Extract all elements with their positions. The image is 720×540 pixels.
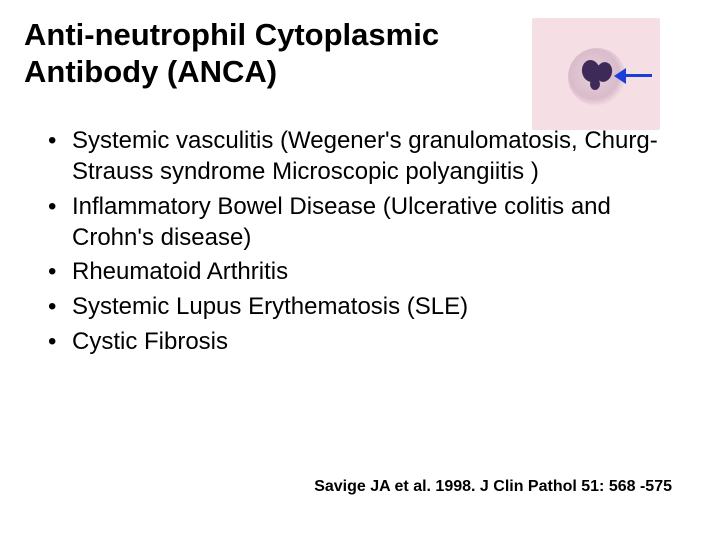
nucleus-lobe <box>590 78 600 90</box>
citation-text: Savige JA et al. 1998. J Clin Pathol 51:… <box>314 478 672 496</box>
neutrophil-image <box>532 18 660 130</box>
bullet-item: Inflammatory Bowel Disease (Ulcerative c… <box>48 192 686 253</box>
slide-title: Anti-neutrophil Cytoplasmic Antibody (AN… <box>24 16 454 90</box>
arrow-head-icon <box>614 68 626 84</box>
bullet-item: Systemic vasculitis (Wegener's granuloma… <box>48 126 686 187</box>
bullet-item: Cystic Fibrosis <box>48 327 686 358</box>
bullet-list: Systemic vasculitis (Wegener's granuloma… <box>24 126 696 357</box>
slide: Anti-neutrophil Cytoplasmic Antibody (AN… <box>0 0 720 540</box>
bullet-item: Rheumatoid Arthritis <box>48 257 686 288</box>
bullet-item: Systemic Lupus Erythematosis (SLE) <box>48 292 686 323</box>
